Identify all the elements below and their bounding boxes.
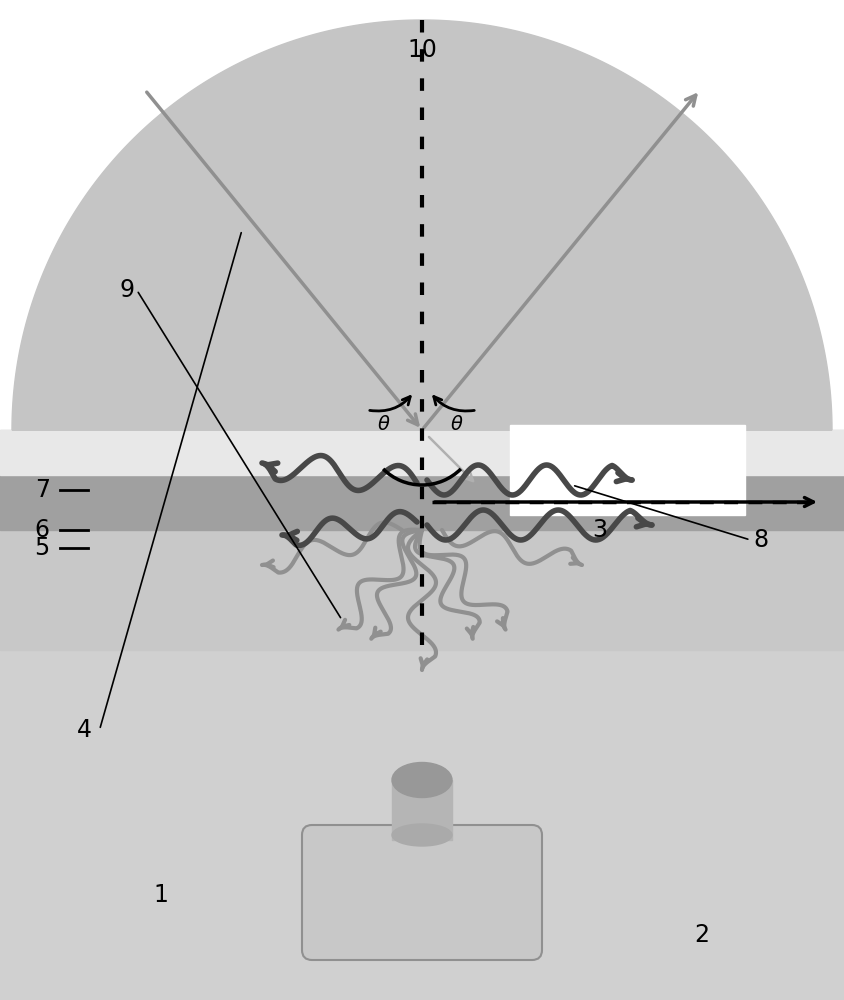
Bar: [0, 530, 844, 650]
Text: 3: 3: [592, 518, 607, 542]
Text: 10: 10: [407, 38, 437, 62]
Bar: [0, 475, 844, 530]
Text: 8: 8: [752, 528, 767, 552]
Text: $\theta$: $\theta$: [450, 416, 463, 434]
Text: 5: 5: [35, 536, 50, 560]
Text: 9: 9: [119, 278, 134, 302]
Bar: [0, 430, 844, 475]
FancyBboxPatch shape: [301, 825, 541, 960]
Text: 4: 4: [77, 718, 92, 742]
Text: 2: 2: [693, 923, 708, 947]
Text: $\theta$: $\theta$: [376, 416, 390, 434]
Bar: [0, 430, 844, 1000]
Text: 6: 6: [35, 518, 50, 542]
Ellipse shape: [392, 762, 452, 798]
Bar: [392, 780, 452, 840]
Text: 1: 1: [153, 883, 168, 907]
Ellipse shape: [392, 824, 452, 846]
Polygon shape: [12, 20, 831, 430]
FancyBboxPatch shape: [510, 425, 744, 515]
Text: 7: 7: [35, 478, 50, 502]
